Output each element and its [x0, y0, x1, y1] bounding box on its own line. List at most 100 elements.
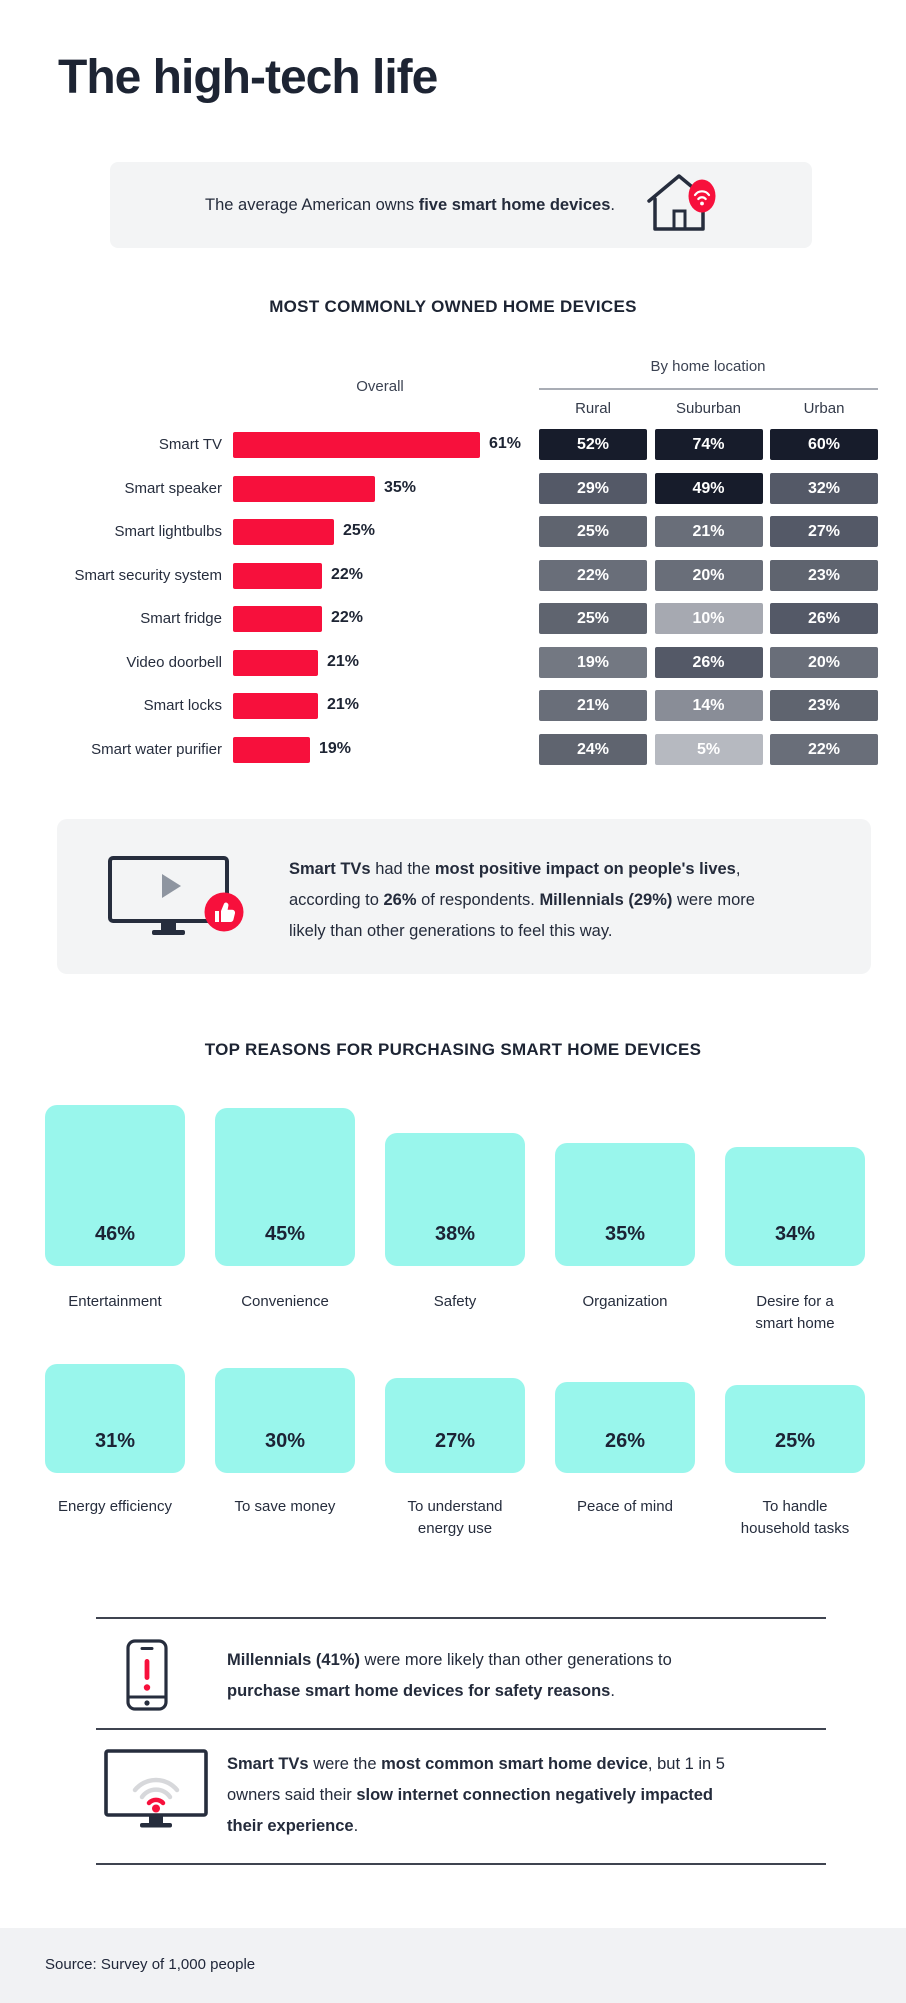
location-cell: 26%: [770, 603, 878, 634]
reason-label-line: energy use: [417, 1520, 493, 1537]
reasons-heading: TOP REASONS FOR PURCHASING SMART HOME DE…: [204, 1040, 702, 1059]
reason-value: 34%: [774, 1223, 816, 1245]
reason-block: 45%: [215, 1108, 355, 1266]
tv-impact-text-line: likely than other generations to feel th…: [289, 922, 613, 940]
reason-value: 31%: [94, 1430, 136, 1452]
reason-label: Energy efficiency: [30, 1496, 200, 1518]
millennials-safety-note-line: purchase smart home devices for safety r…: [227, 1682, 615, 1700]
millennials-safety-note-line: Millennials (41%) were more likely than …: [227, 1651, 672, 1669]
divider-rule: [96, 1728, 826, 1730]
location-cell: 22%: [770, 733, 878, 765]
location-cell: 20%: [654, 559, 763, 591]
reason-label-line: Entertainment: [68, 1293, 162, 1310]
reason-block: 27%: [385, 1378, 525, 1473]
reason-label-line: smart home: [755, 1315, 835, 1332]
reason-block: 46%: [45, 1105, 185, 1266]
location-cell: 5%: [654, 733, 763, 765]
reason-block: 38%: [385, 1133, 525, 1266]
overall-column-label: Overall: [356, 378, 404, 395]
source-text: Source: Survey of 1,000 people: [45, 1956, 256, 1973]
location-cell: 60%: [770, 429, 878, 460]
reason-label: Entertainment: [30, 1291, 200, 1313]
reason-value: 35%: [604, 1223, 646, 1245]
reason-block: 25%: [725, 1385, 865, 1473]
reason-value: 25%: [774, 1430, 816, 1452]
reason-block: 31%: [45, 1364, 185, 1473]
reason-value: 38%: [434, 1223, 476, 1245]
tv-impact-text-line: Smart TVs had the most positive impact o…: [289, 860, 741, 878]
owned-devices-heading: MOST COMMONLY OWNED HOME DEVICES: [269, 297, 637, 316]
reason-label-line: Safety: [433, 1293, 477, 1310]
location-cell: 52%: [539, 429, 647, 460]
location-column-header: Urban: [803, 400, 845, 417]
tv-impact-text: Smart TVs had the most positive impact o…: [289, 854, 755, 947]
reason-label: Peace of mind: [540, 1496, 710, 1518]
location-cell: 29%: [539, 472, 647, 504]
reason-label-line: To save money: [234, 1498, 336, 1515]
fact-banner-text: The average American owns five smart hom…: [205, 195, 615, 214]
reason-value: 30%: [264, 1430, 306, 1452]
location-cell: 20%: [770, 646, 878, 678]
overall-bar-value: 22%: [331, 565, 364, 583]
by-home-location-label: By home location: [650, 358, 766, 375]
location-cell: 49%: [654, 472, 763, 504]
page-title: The high-tech life: [58, 51, 438, 104]
location-cell: 21%: [539, 690, 647, 721]
overall-bar-value: 19%: [319, 739, 352, 757]
divider-rule: [96, 1617, 826, 1619]
overall-bar: [233, 432, 480, 458]
overall-bar: [233, 693, 318, 719]
location-cell: 25%: [539, 603, 647, 634]
overall-bar-value: 61%: [489, 435, 522, 452]
reason-label: Desire for a smart home: [710, 1291, 880, 1335]
overall-bar: [233, 475, 375, 502]
reason-label-line: household tasks: [740, 1520, 850, 1537]
reason-value: 45%: [264, 1223, 306, 1245]
divider-rule: [96, 1863, 826, 1865]
reason-block: 26%: [555, 1382, 695, 1473]
reason-label: Convenience: [200, 1291, 370, 1313]
location-cell: 23%: [770, 690, 878, 721]
fact-banner: The average American owns five smart hom…: [110, 162, 812, 248]
reason-label: Safety: [370, 1291, 540, 1313]
location-column-header: Rural: [575, 400, 611, 417]
monitor-wifi-icon: [103, 1748, 215, 1845]
smart-tv-internet-note-line: owners said their slow internet connecti…: [227, 1786, 713, 1804]
reason-value: 46%: [94, 1223, 136, 1245]
phone-alert-icon: [126, 1639, 168, 1716]
overall-bar: [233, 736, 310, 763]
location-cell: 24%: [539, 733, 647, 765]
reason-label-line: Peace of mind: [577, 1498, 673, 1515]
reason-label-line: To handle: [762, 1498, 828, 1515]
overall-bar-value: 21%: [327, 696, 360, 713]
location-cell: 21%: [654, 516, 763, 547]
reason-label-line: Desire for a: [756, 1293, 834, 1310]
location-cell: 74%: [654, 429, 763, 460]
device-row-label: Smart locks: [143, 697, 222, 714]
house-wifi-icon: [641, 169, 717, 242]
overall-bar: [233, 562, 322, 589]
location-column-header: Suburban: [675, 400, 742, 417]
reason-block: 30%: [215, 1368, 355, 1473]
location-cell: 25%: [539, 516, 647, 547]
device-row-label: Smart security system: [74, 566, 222, 584]
reason-label-line: Organization: [582, 1293, 668, 1310]
reason-label: To understand energy use: [370, 1496, 540, 1540]
reason-label: To handle household tasks: [710, 1496, 880, 1540]
source-footer: Source: Survey of 1,000 people: [0, 1928, 906, 2003]
overall-bar-value: 22%: [331, 609, 364, 626]
reason-label-line: To understand: [407, 1498, 503, 1515]
reason-label: To save money: [200, 1496, 370, 1518]
device-row-label: Smart speaker: [124, 479, 222, 497]
device-row-label: Video doorbell: [126, 653, 222, 671]
tv-play-thumbs-up-icon: [107, 855, 257, 962]
reason-label-line: Energy efficiency: [58, 1498, 172, 1515]
location-cell: 27%: [770, 516, 878, 547]
location-cell: 22%: [539, 559, 647, 591]
reason-label: Organization: [540, 1291, 710, 1313]
location-cell: 26%: [654, 646, 763, 678]
reason-label-line: Convenience: [241, 1293, 329, 1310]
tv-impact-callout: Smart TVs had the most positive impact o…: [57, 819, 871, 974]
reason-value: 27%: [434, 1430, 476, 1452]
